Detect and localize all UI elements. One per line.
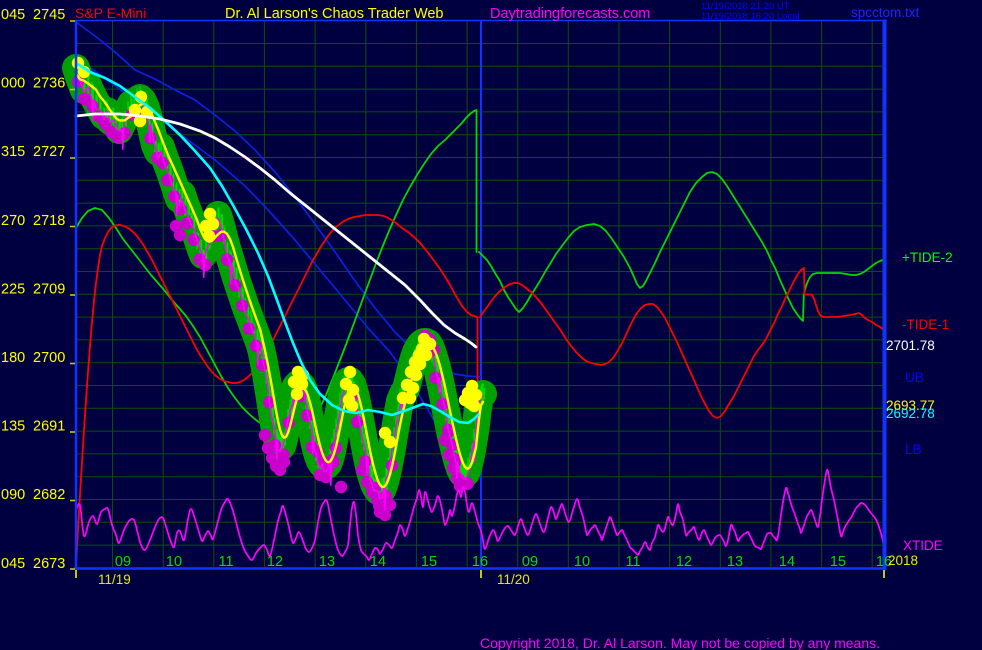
- svg-text:2701.78: 2701.78: [886, 338, 935, 353]
- svg-text:14: 14: [370, 554, 386, 570]
- svg-text:2682: 2682: [33, 487, 65, 503]
- svg-text:LB: LB: [905, 442, 922, 457]
- svg-text:2745: 2745: [33, 7, 65, 23]
- svg-text:15: 15: [830, 554, 846, 570]
- svg-text:2018: 2018: [888, 553, 918, 568]
- svg-text:045: 045: [1, 7, 25, 23]
- svg-text:270: 270: [1, 213, 25, 229]
- svg-text:2718: 2718: [33, 213, 65, 229]
- svg-text:2691: 2691: [33, 419, 65, 435]
- svg-text:16: 16: [472, 554, 488, 570]
- svg-text:Dr. Al Larson's Chaos Trader W: Dr. Al Larson's Chaos Trader Web: [225, 6, 444, 22]
- svg-text:11/19/2018 16:20 Local: 11/19/2018 16:20 Local: [701, 11, 800, 22]
- svg-text:180: 180: [1, 350, 25, 366]
- svg-text:2700: 2700: [33, 350, 65, 366]
- svg-text:2673: 2673: [33, 556, 65, 572]
- svg-text:045: 045: [1, 556, 25, 572]
- svg-text:XTIDE: XTIDE: [903, 538, 943, 553]
- svg-text:11/20: 11/20: [497, 572, 530, 587]
- svg-text:225: 225: [1, 281, 25, 297]
- svg-text:2692.78: 2692.78: [886, 406, 935, 421]
- svg-text:2709: 2709: [33, 281, 65, 297]
- svg-text:10: 10: [166, 554, 182, 570]
- svg-text:15: 15: [421, 554, 437, 570]
- svg-text:10: 10: [574, 554, 590, 570]
- svg-text:11/19: 11/19: [98, 572, 131, 587]
- svg-text:S&P E-Mini: S&P E-Mini: [75, 5, 146, 21]
- svg-text:14: 14: [779, 554, 795, 570]
- svg-text:2693.77: 2693.77: [886, 398, 935, 413]
- svg-text:13: 13: [727, 554, 743, 570]
- svg-text:09: 09: [522, 554, 538, 570]
- svg-text:12: 12: [267, 554, 283, 570]
- svg-text:Daytradingforecasts.com: Daytradingforecasts.com: [490, 6, 650, 22]
- svg-text:-TIDE-1: -TIDE-1: [902, 317, 949, 332]
- svg-text:Copyright 2018, Dr. Al Larson.: Copyright 2018, Dr. Al Larson. May not b…: [480, 635, 880, 650]
- svg-text:UB: UB: [905, 370, 924, 385]
- svg-text:11: 11: [218, 554, 233, 570]
- svg-text:spcctom.txt: spcctom.txt: [851, 5, 920, 20]
- svg-text:09: 09: [115, 554, 131, 570]
- svg-text:11/19/2018 21:20 UT: 11/19/2018 21:20 UT: [701, 1, 790, 12]
- svg-text:135: 135: [1, 419, 25, 435]
- svg-text:315: 315: [1, 144, 25, 160]
- svg-text:16: 16: [876, 554, 892, 570]
- svg-text:000: 000: [1, 76, 25, 92]
- svg-text:2727: 2727: [33, 144, 65, 160]
- svg-text:13: 13: [319, 554, 335, 570]
- svg-text:2736: 2736: [33, 76, 65, 92]
- svg-text:+TIDE-2: +TIDE-2: [902, 250, 953, 265]
- svg-text:12: 12: [676, 554, 692, 570]
- svg-text:090: 090: [1, 487, 25, 503]
- svg-text:11: 11: [625, 554, 640, 570]
